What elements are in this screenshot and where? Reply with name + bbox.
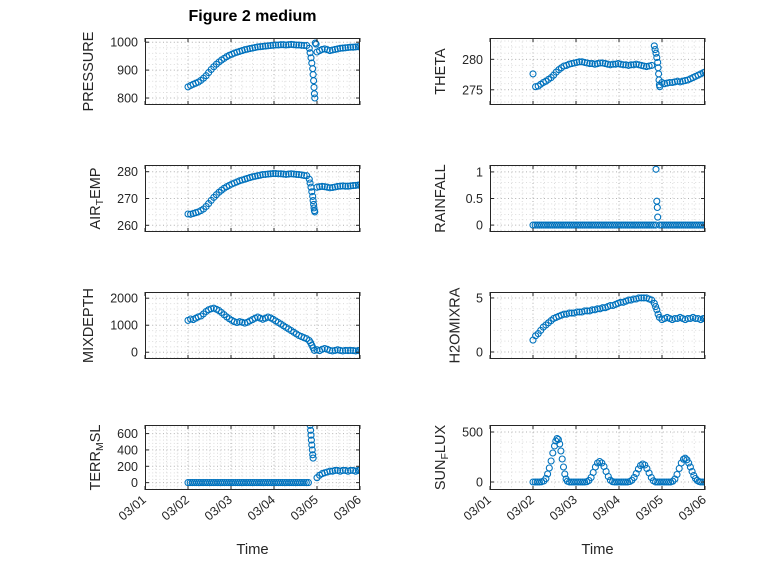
y-tick-label: 0 (476, 476, 483, 490)
x-tick-label: 03/02 (504, 493, 537, 524)
y-tick-label: 800 (117, 92, 138, 106)
grid-lines (490, 38, 705, 105)
x-tick-label: 03/01 (116, 493, 149, 524)
x-tick-label: 03/06 (676, 493, 709, 524)
y-tick-label: 2000 (110, 292, 138, 306)
scatter-points (529, 42, 705, 91)
x-tick-label: 03/04 (590, 493, 623, 524)
y-tick-label: 280 (462, 53, 483, 67)
y-tick-label: 600 (117, 427, 138, 441)
y-axis-label: MIXDEPTH (81, 288, 97, 363)
grid-lines (490, 292, 705, 359)
y-tick-label: 0 (476, 345, 483, 359)
x-tick-label: 03/05 (288, 493, 321, 524)
scatter-points (184, 304, 360, 355)
y-axis-label: H2OMIXRA (448, 287, 464, 363)
scatter-points (529, 165, 705, 229)
scatter-points (529, 294, 705, 344)
x-tick-label: 03/02 (159, 493, 192, 524)
y-tick-label: 280 (117, 165, 138, 179)
y-tick-label: 1000 (110, 319, 138, 333)
subplot-mixdepth: 0 1000 2000 MIXDEPTH (81, 288, 361, 363)
x-axis-label: Time (581, 542, 613, 558)
subplot-rainfall: 0 0.5 1 RAINFALL (433, 164, 706, 233)
y-tick-label: 400 (117, 443, 138, 457)
tick-marks (144, 425, 361, 490)
axes-box (490, 425, 705, 490)
y-tick-label: 270 (117, 192, 138, 206)
y-axis-label: TERRMSL (88, 425, 106, 491)
y-axis-label: RAINFALL (433, 164, 449, 233)
x-tick-label: 03/03 (202, 493, 235, 524)
scatter-points (529, 434, 705, 486)
x-tick-label: 03/03 (547, 493, 580, 524)
y-axis-label: PRESSURE (81, 31, 97, 111)
axes-box (490, 38, 705, 105)
x-tick-label: 03/04 (245, 493, 278, 524)
grid-lines (490, 165, 705, 232)
y-tick-label: 1 (476, 165, 483, 179)
y-tick-label: 900 (117, 64, 138, 78)
subplot-sun-flux: 0 500 SUNFLUX 03/01 03/02 03/03 03/04 03/05 03/0… (433, 425, 709, 558)
tick-marks (489, 165, 706, 232)
y-tick-label: 0.5 (466, 192, 483, 206)
y-tick-label: 500 (462, 426, 483, 440)
y-tick-label: 260 (117, 219, 138, 233)
y-tick-label: 0 (131, 346, 138, 360)
x-tick-label: 03/06 (331, 493, 364, 524)
scatter-points (184, 39, 360, 102)
y-tick-label: 200 (117, 460, 138, 474)
subplot-h2omixra: 0 5 H2OMIXRA (448, 287, 706, 363)
subplot-terr-msl: 0 200 400 600 TERRMSL 03/01 03/02 03/03 03/04 03/… (88, 425, 364, 558)
scatter-points (184, 425, 360, 487)
y-tick-label: 0 (131, 476, 138, 490)
tick-marks (489, 38, 706, 105)
figure-title: Figure 2 medium (188, 8, 317, 25)
y-tick-label: 275 (462, 83, 483, 97)
axes-box (490, 292, 705, 359)
y-tick-label: 1000 (110, 36, 138, 50)
y-axis-label: THETA (433, 48, 449, 95)
x-tick-label: 03/05 (633, 493, 666, 524)
tick-marks (144, 165, 361, 232)
tick-marks (144, 292, 361, 359)
axes-box (145, 425, 360, 490)
x-axis-label: Time (236, 542, 268, 558)
y-axis-label: AIRTEMP (88, 167, 106, 229)
axes-box (145, 38, 360, 105)
grid-lines (145, 292, 360, 359)
subplot-air-temp: 260 270 280 AIRTEMP (88, 165, 361, 233)
tick-marks (489, 292, 706, 359)
scatter-points (184, 170, 360, 218)
y-tick-label: 5 (476, 291, 483, 305)
x-tick-label: 03/01 (461, 493, 494, 524)
subplot-pressure: 800 900 1000 PRESSURE (81, 31, 361, 111)
tick-marks (489, 425, 706, 490)
y-tick-label: 0 (476, 219, 483, 233)
subplot-theta: 275 280 THETA (433, 38, 706, 105)
tick-marks (144, 38, 361, 105)
y-axis-label: SUNFLUX (433, 425, 451, 491)
